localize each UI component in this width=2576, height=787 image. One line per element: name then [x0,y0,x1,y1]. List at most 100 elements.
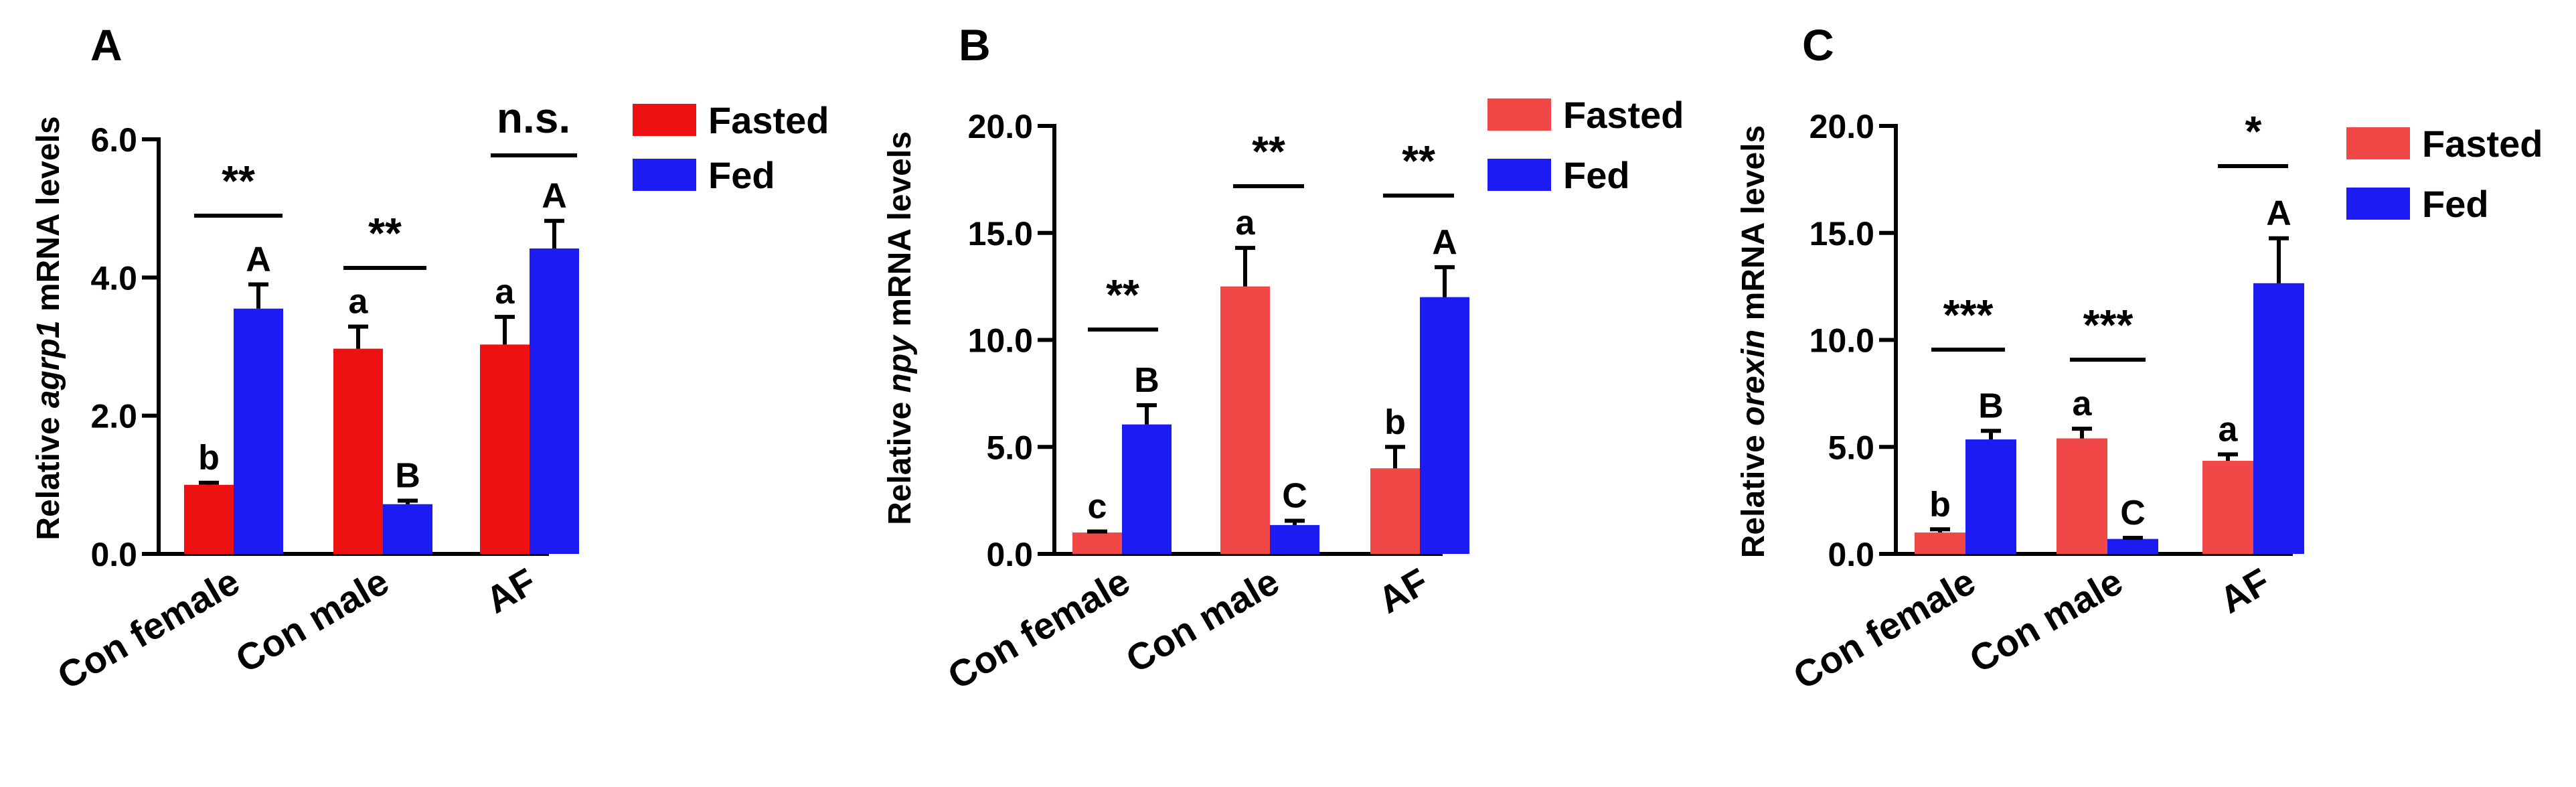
category-label-a-2: AF [479,560,543,622]
y-tick-group-b: 0.0 5.0 10.0 15.0 20.0 [968,108,1054,573]
sig-label-a-1: ** [368,209,402,257]
bar-c-fed-con-female [1965,439,2016,554]
y-tick-label-c-1: 5.0 [1828,429,1874,466]
legend-swatch-a-fed [633,159,696,191]
x-categories-a: Con female Con male AF [50,560,543,697]
bar-a-fed-con-male [383,504,432,554]
y-label-prefix-b: Relative [882,392,918,524]
legend-label-c-fasted: Fasted [2422,123,2543,165]
y-label-suffix-b: mRNA levels [882,131,918,336]
error-bars-a [199,218,564,504]
y-label-gene-c: orexin [1736,330,1771,426]
error-bar-a-fed-con-female [248,282,268,309]
y-axis-label-a: Relative agrp1 mRNA levels [31,116,66,540]
error-bar-b-fed-con-female [1137,403,1157,425]
bars-c [1915,283,2304,554]
letter-a-fed-af: A [542,177,567,216]
legend-a: Fasted Fed [633,99,829,196]
legend-swatch-b-fasted [1487,98,1551,131]
y-label-prefix-a: Relative [31,408,66,540]
category-label-c-1: Con male [1962,560,2129,681]
error-bar-c-fasted-con-male [2072,427,2092,439]
letters-a: b A a B a A [198,177,567,496]
bar-c-fasted-con-female [1915,532,1965,554]
letter-b-fasted-con-female: c [1088,487,1107,526]
sig-label-a-0: ** [222,157,255,205]
bar-b-fasted-af [1370,468,1420,554]
error-bar-b-fasted-con-female [1087,529,1107,534]
y-tick-label-a-0: 0.0 [90,536,137,573]
x-categories-c: Con female Con male AF [1786,560,2277,697]
category-label-b-0: Con female [941,560,1137,697]
bar-c-fasted-con-male [2057,438,2107,554]
y-tick-group-a: 0.0 2.0 4.0 6.0 [90,121,159,573]
bar-c-fed-con-male [2107,539,2158,554]
category-label-b-2: AF [1371,560,1435,622]
bar-c-fasted-af [2202,461,2253,554]
error-bar-a-fasted-con-female [199,480,219,485]
error-bar-b-fed-af [1435,265,1455,297]
significance-a: ** ** n.s. [194,94,577,270]
category-label-c-2: AF [2212,560,2277,622]
category-label-c-0: Con female [1786,560,1982,697]
letter-b-fed-af: A [1432,223,1457,262]
y-tick-label-c-3: 15.0 [1809,215,1874,253]
legend-b: Fasted Fed [1487,94,1684,196]
letter-c-fed-con-male: C [2120,494,2146,532]
y-tick-label-a-2: 4.0 [90,259,137,297]
legend-label-c-fed: Fed [2422,183,2489,225]
sig-label-b-1: ** [1252,127,1285,175]
y-tick-label-a-1: 2.0 [90,398,137,435]
error-bar-c-fasted-af [2218,452,2238,461]
error-bar-c-fed-con-female [1981,429,2001,440]
error-bar-a-fasted-af [495,315,515,345]
bar-a-fasted-con-male [333,348,383,554]
error-bar-c-fed-con-male [2123,536,2143,541]
y-tick-group-c: 0.0 5.0 10.0 15.0 20.0 [1809,108,1896,573]
bars-a [184,248,579,554]
letter-a-fed-con-female: A [246,240,271,279]
error-bars-b [1087,246,1455,534]
legend-label-b-fasted: Fasted [1563,94,1684,136]
error-bar-a-fed-af [544,218,564,249]
legend-swatch-b-fed [1487,159,1551,191]
legend-swatch-a-fasted [633,104,696,136]
letter-b-fed-con-male: C [1282,476,1307,515]
legend-label-a-fed: Fed [708,154,775,196]
bar-a-fasted-con-female [184,484,234,554]
category-label-a-1: Con male [228,560,396,681]
y-tick-label-b-1: 5.0 [986,429,1033,466]
y-axis-label-c: Relative orexin mRNA levels [1736,125,1771,559]
bar-a-fed-af [530,248,579,554]
bar-b-fasted-con-male [1220,286,1270,554]
letter-a-fasted-af: a [495,273,515,311]
bars-b [1072,286,1469,554]
legend-swatch-c-fasted [2346,127,2410,159]
y-tick-label-b-0: 0.0 [986,536,1033,573]
letter-b-fed-con-female: B [1134,361,1159,400]
error-bar-a-fasted-con-male [348,324,368,349]
y-tick-label-c-2: 10.0 [1809,322,1874,360]
bar-b-fasted-con-female [1072,532,1122,554]
y-label-suffix-c: mRNA levels [1736,125,1771,330]
letter-c-fed-con-female: B [1978,386,2004,425]
y-label-suffix-a: mRNA levels [31,116,66,320]
letters-b: c B a C b A [1088,204,1457,526]
legend-c: Fasted Fed [2346,123,2543,225]
panel-label-b: B [959,20,991,70]
y-tick-label-a-3: 6.0 [90,121,137,159]
letter-c-fed-af: A [2266,194,2291,233]
letter-a-fasted-con-female: b [198,439,220,478]
y-axis-label-b: Relative npy mRNA levels [882,131,918,525]
error-bar-b-fed-con-male [1285,518,1305,525]
y-label-gene-a: agrp1 [31,320,66,408]
category-label-a-0: Con female [50,560,246,697]
bar-c-fed-af [2253,283,2304,554]
significance-c: *** *** * [1931,107,2288,362]
y-tick-label-c-0: 0.0 [1828,536,1874,573]
legend-label-b-fed: Fed [1563,154,1630,196]
bar-a-fasted-af [480,344,530,554]
sig-label-c-2: * [2245,107,2262,155]
panel-label-a: A [90,20,123,70]
